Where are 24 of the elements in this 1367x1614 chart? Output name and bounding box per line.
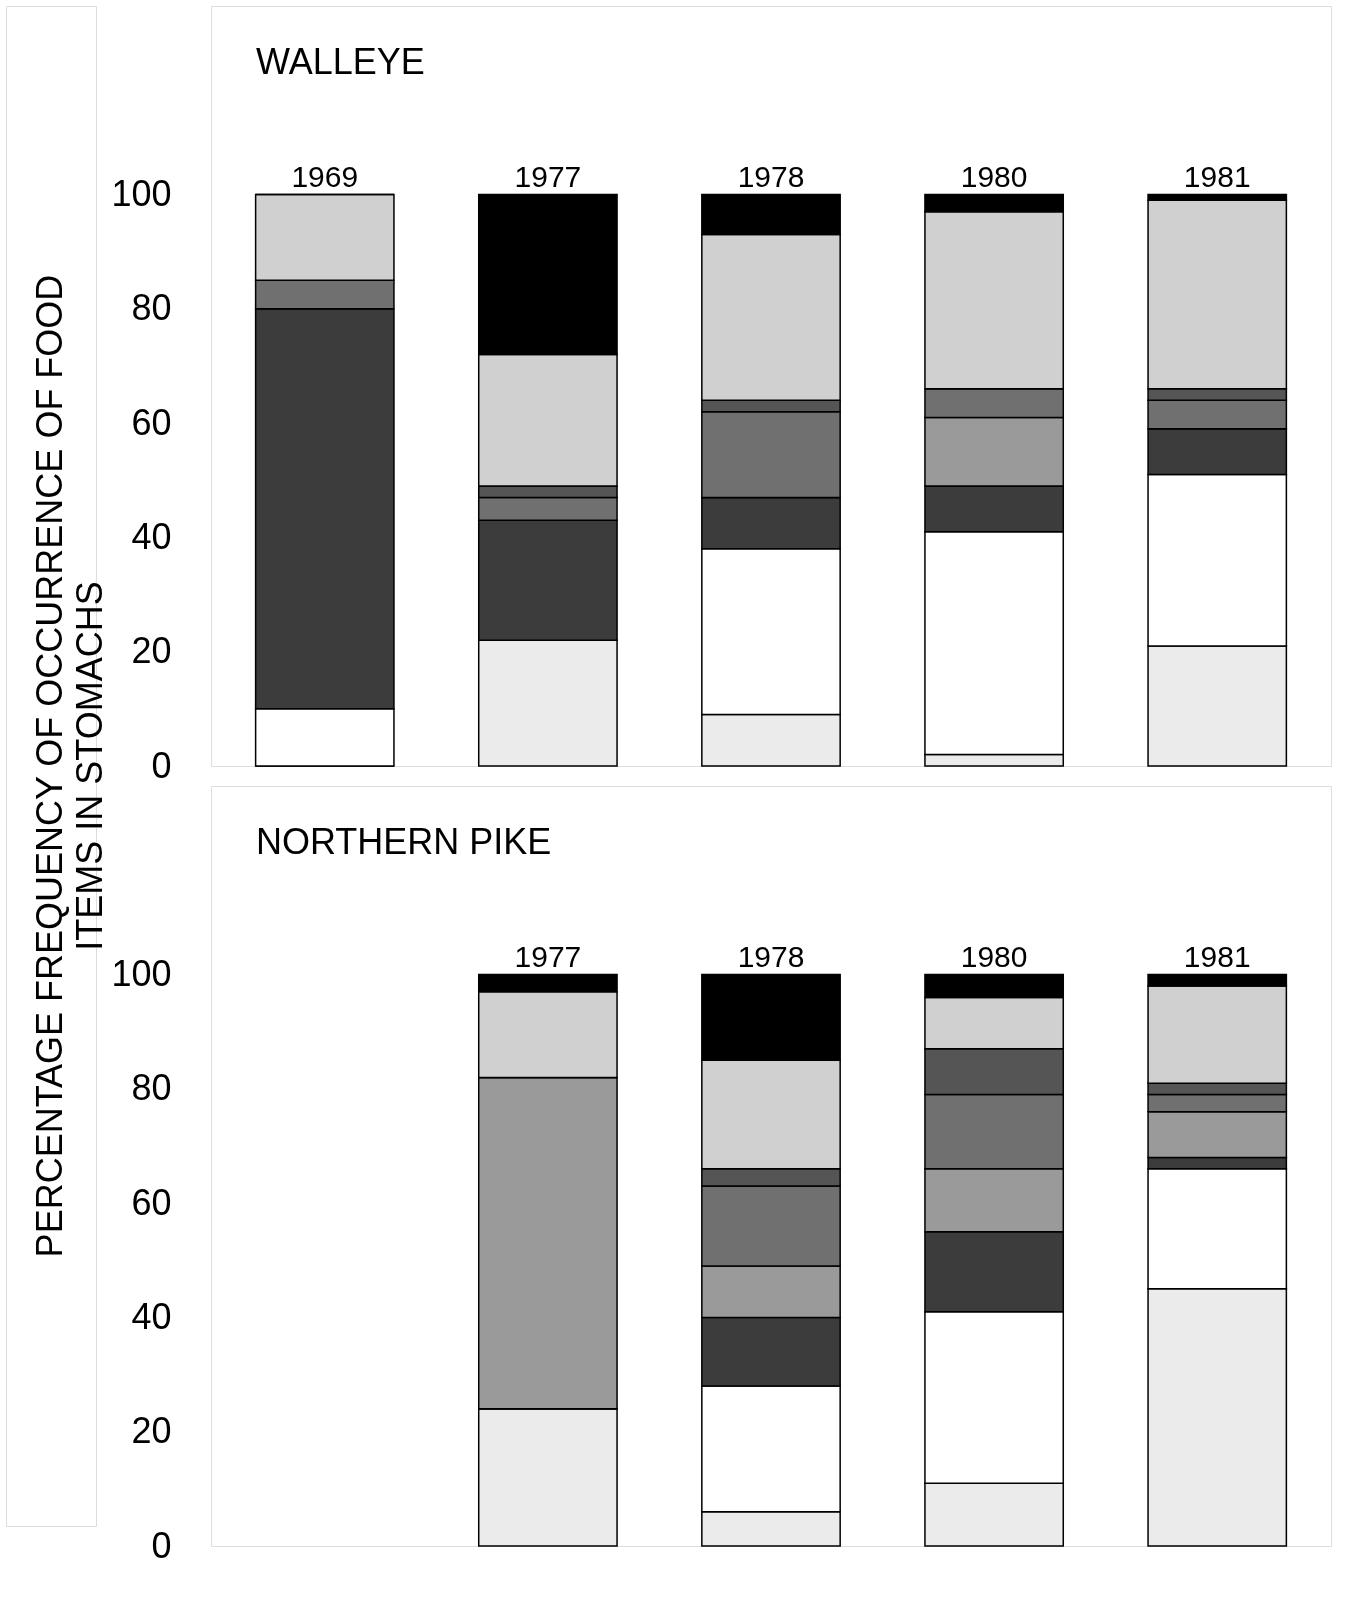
- y-tick-label: 0: [151, 744, 172, 786]
- y-tick-label: 100: [111, 953, 172, 995]
- category-label: 1977: [514, 939, 582, 973]
- category-label: 1980: [960, 939, 1028, 973]
- y-tick-label: 80: [131, 1067, 172, 1109]
- y-tick-label: 0: [151, 1524, 172, 1566]
- category-label: 1969: [291, 159, 359, 193]
- category-label: 1977: [514, 159, 582, 193]
- category-label: 1981: [1183, 159, 1251, 193]
- y-tick-label: 60: [131, 1181, 172, 1223]
- category-label: 1978: [737, 159, 805, 193]
- text: NORTHERN PIKE: [256, 821, 552, 862]
- y-tick-label: 40: [131, 1295, 172, 1337]
- category-label: 1981: [1183, 939, 1251, 973]
- text: WALLEYE: [256, 41, 425, 82]
- y-tick-label: 80: [131, 287, 172, 329]
- category-label: 1980: [960, 159, 1028, 193]
- y-tick-label: 20: [131, 630, 172, 672]
- category-label: 1978: [737, 939, 805, 973]
- y-axis-title: PERCENTAGE FREQUENCY OF OCCURRENCE OF FOOD ITEMS IN STOMACHS: [29, 274, 110, 1258]
- y-tick-label: 100: [111, 173, 172, 215]
- y-tick-label: 20: [131, 1410, 172, 1452]
- y-tick-label: 40: [131, 515, 172, 557]
- y-tick-label: 60: [131, 401, 172, 443]
